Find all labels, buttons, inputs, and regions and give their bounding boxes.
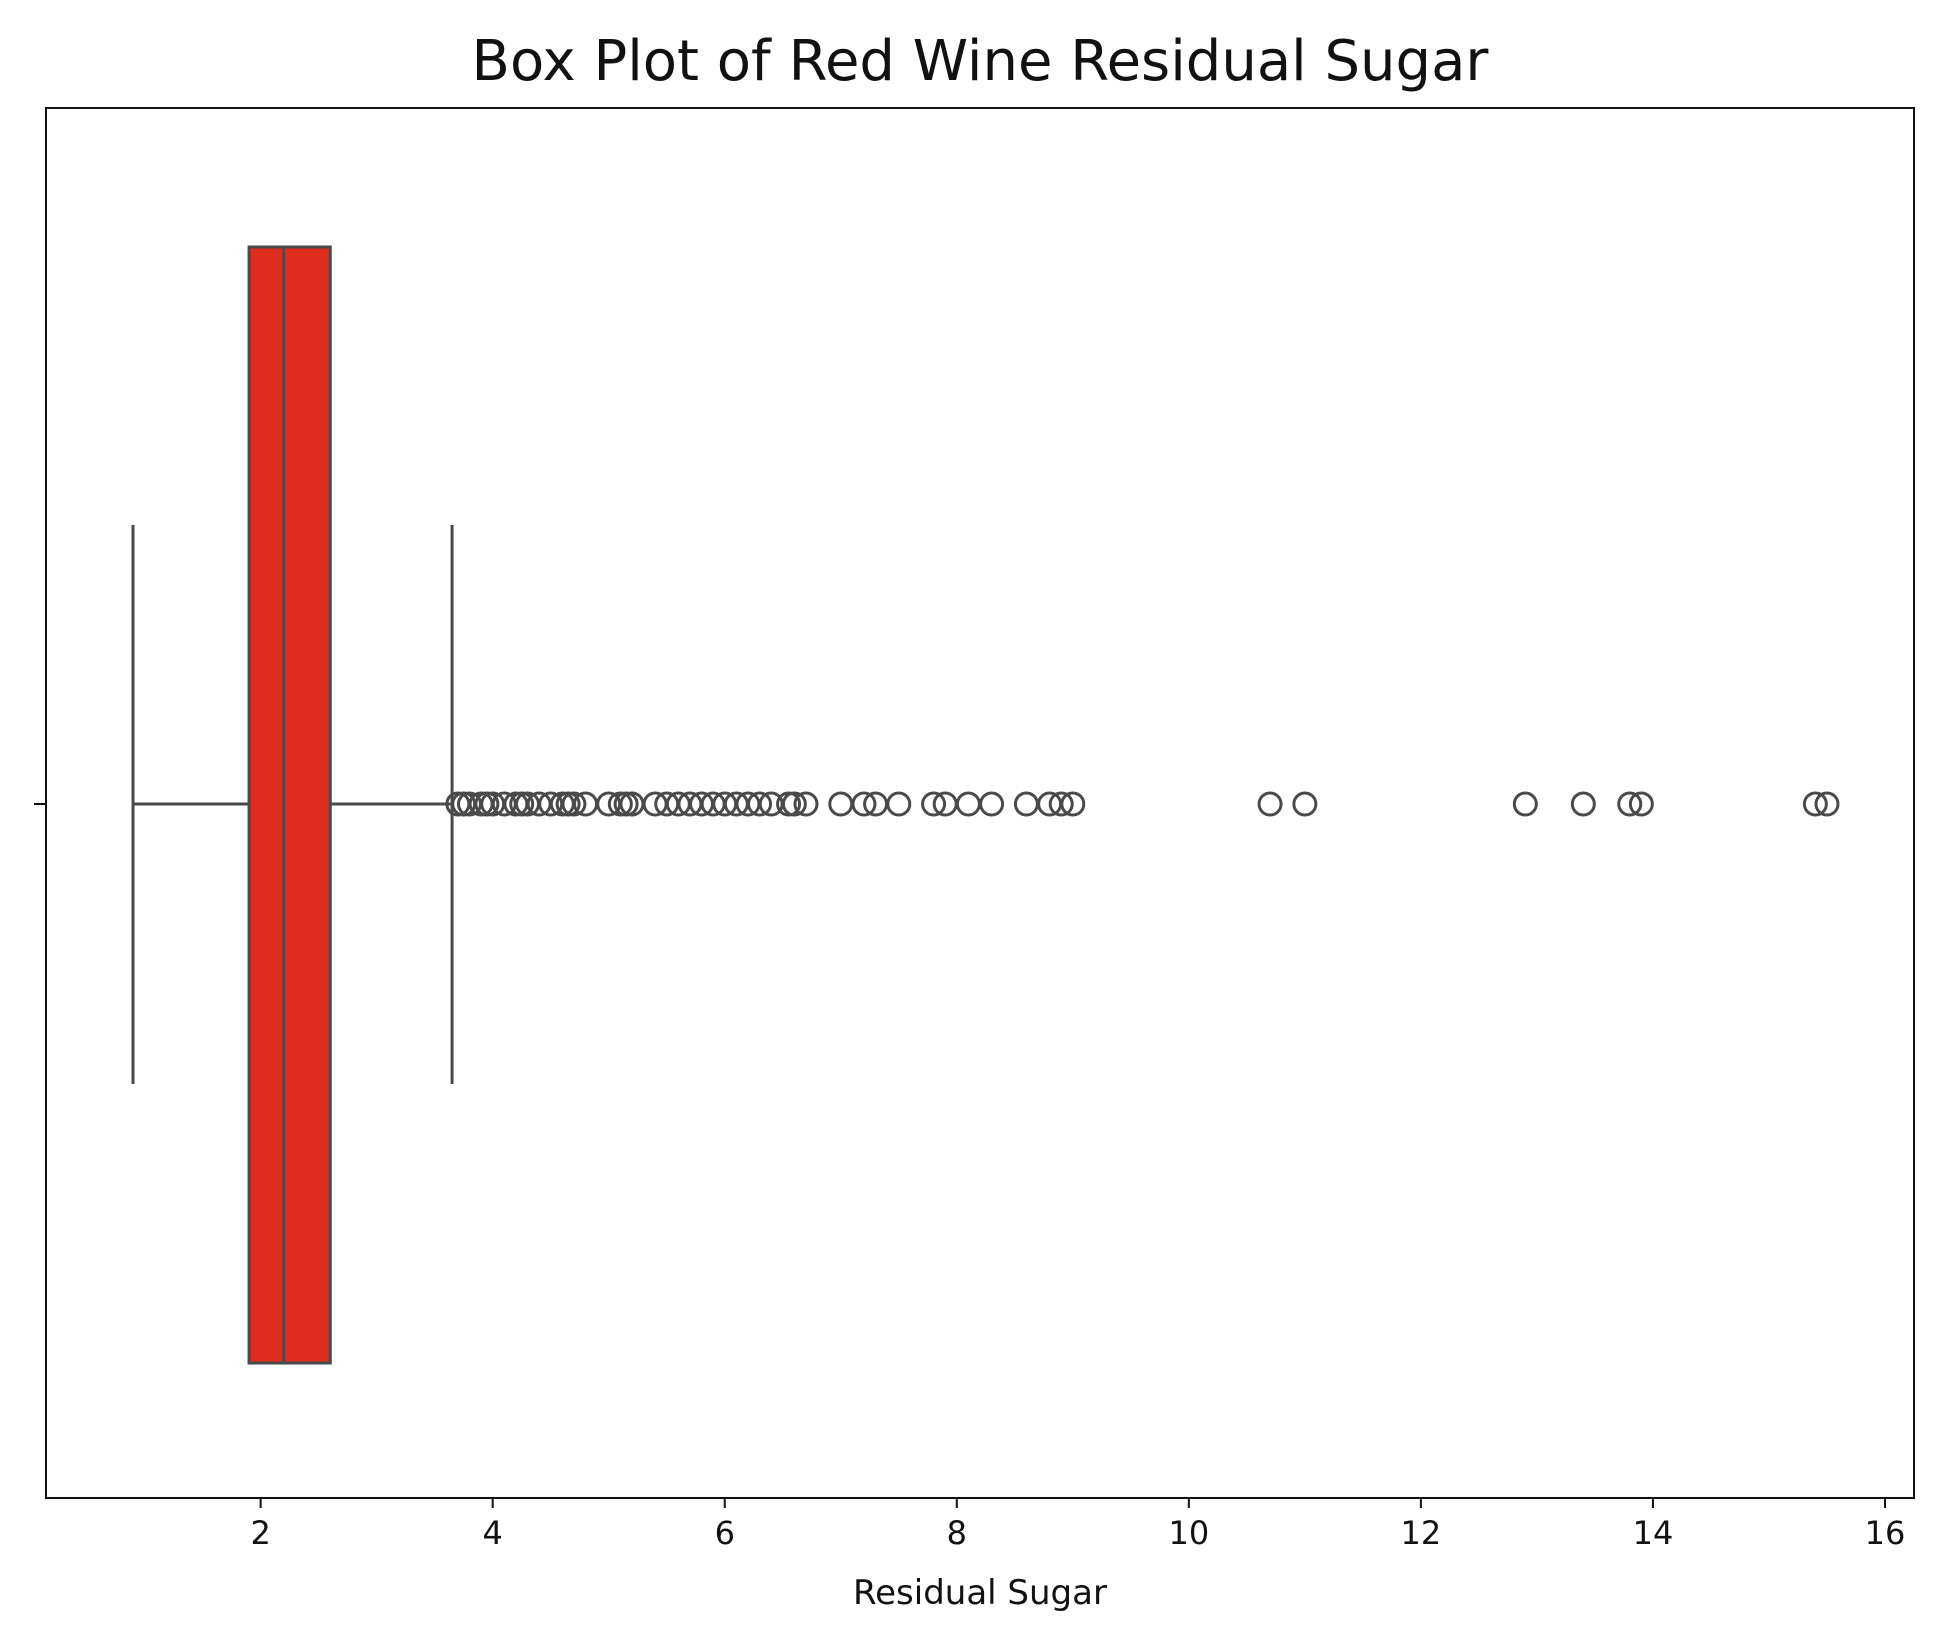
outlier-point (979, 791, 1005, 817)
outlier-point (561, 791, 587, 817)
box-group (131, 245, 454, 1365)
outlier-point (1257, 791, 1283, 817)
outlier-point (886, 791, 912, 817)
outlier-point (828, 791, 854, 817)
outlier-point (1060, 791, 1086, 817)
outlier-point (1512, 791, 1538, 817)
outlier-point (1617, 791, 1643, 817)
x-axis-label: Residual Sugar (853, 1573, 1107, 1613)
x-tick-label: 10 (1168, 1514, 1209, 1552)
outlier-point (1628, 791, 1654, 817)
outlier-point (851, 791, 877, 817)
outlier-point (1802, 791, 1828, 817)
x-tick-label: 16 (1865, 1514, 1906, 1552)
x-tick-label: 8 (947, 1514, 967, 1552)
outlier-point (1013, 791, 1039, 817)
x-axis-ticks: 2 4 6 8 10 12 14 16 (250, 1498, 1905, 1552)
outlier-point (955, 791, 981, 817)
outlier-points (445, 791, 1840, 817)
x-tick-label: 6 (715, 1514, 735, 1552)
chart-title: Box Plot of Red Wine Residual Sugar (472, 29, 1490, 94)
outlier-point (1292, 791, 1318, 817)
outlier-point (793, 791, 819, 817)
outlier-point (1570, 791, 1596, 817)
x-tick-label: 14 (1633, 1514, 1674, 1552)
outlier-point (921, 791, 947, 817)
iqr-box (247, 245, 332, 1365)
outlier-point (1814, 791, 1840, 817)
x-tick-label: 2 (250, 1514, 270, 1552)
x-tick-label: 4 (483, 1514, 503, 1552)
outlier-point (747, 791, 773, 817)
outlier-point (781, 791, 807, 817)
outlier-point (1048, 791, 1074, 817)
x-tick-label: 12 (1401, 1514, 1442, 1552)
